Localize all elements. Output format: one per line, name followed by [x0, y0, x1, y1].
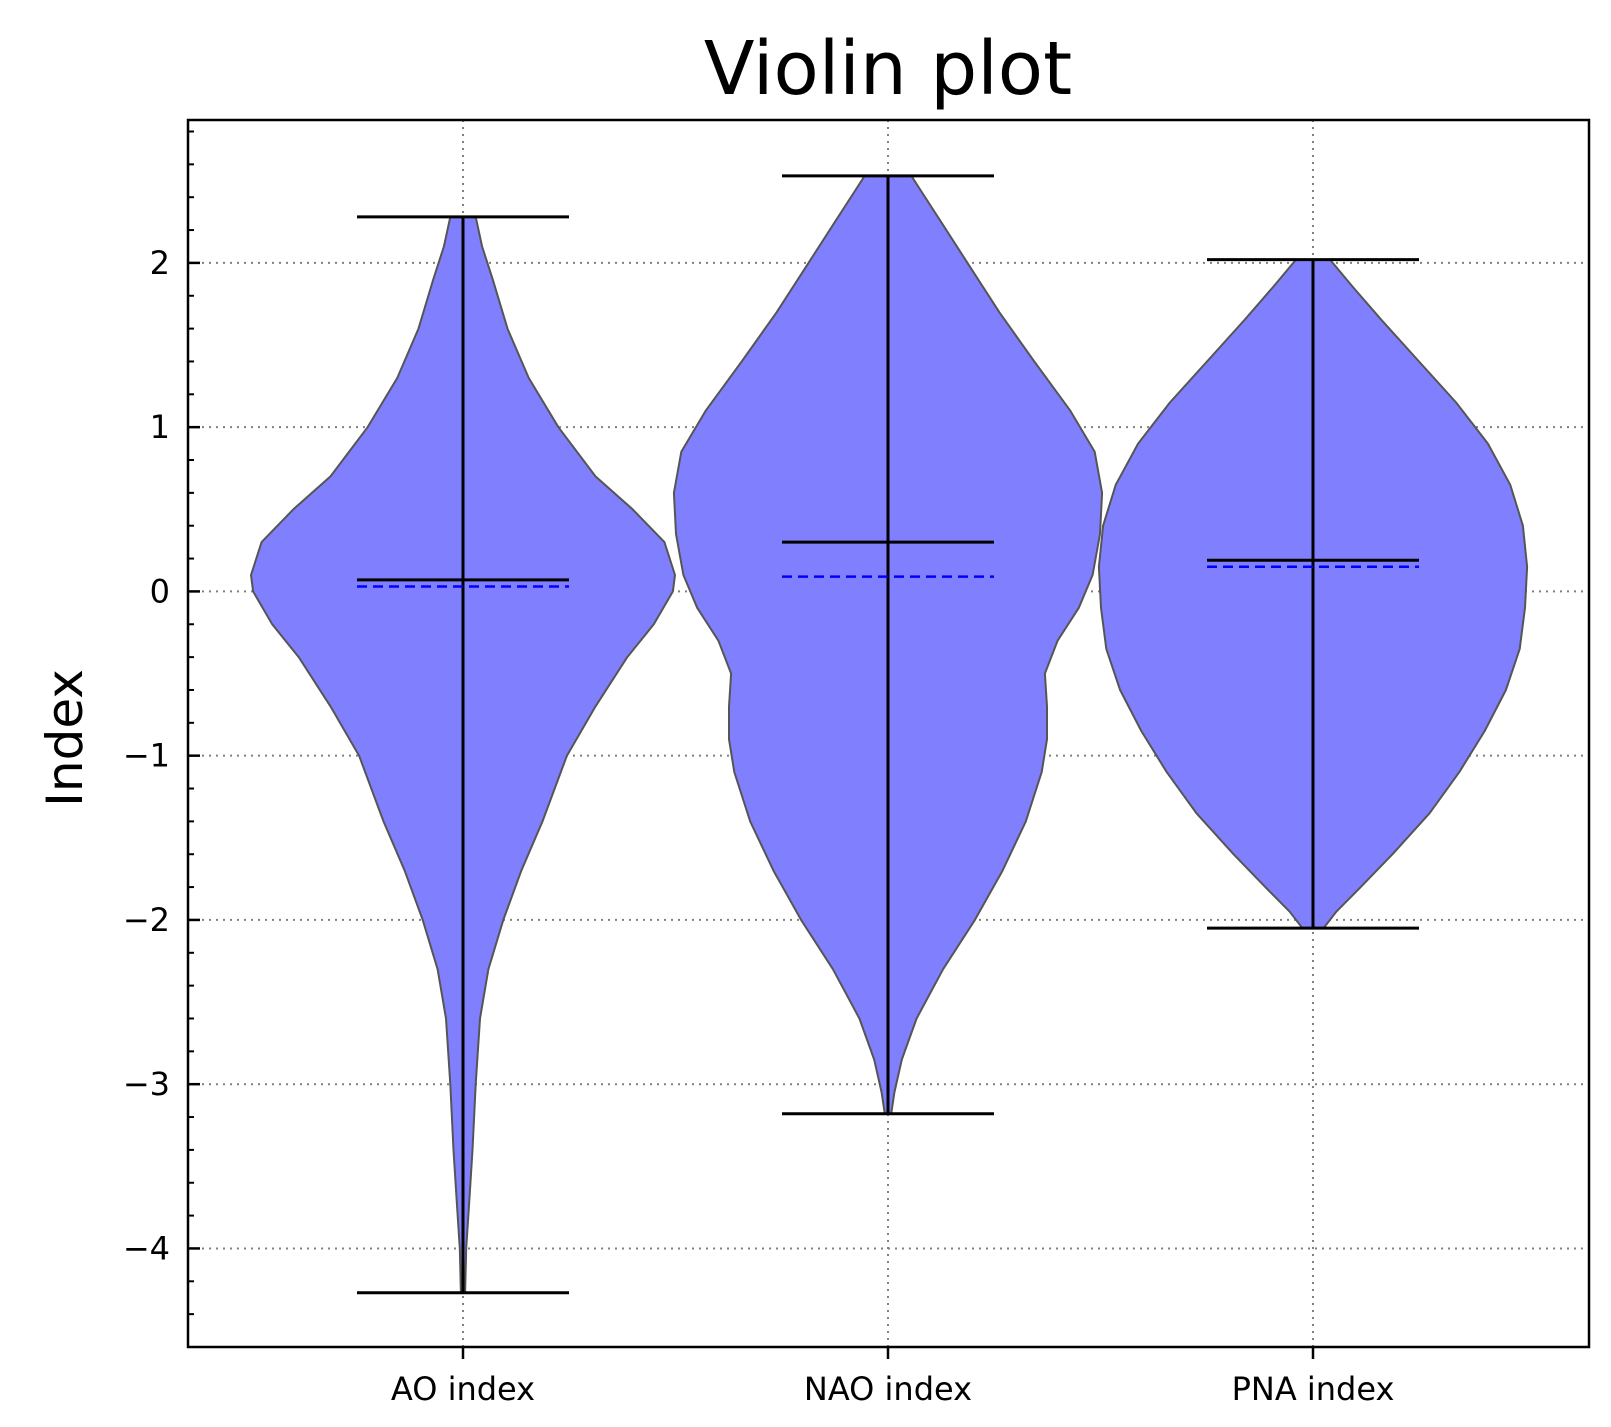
y-tick-label: −4	[123, 1229, 170, 1267]
y-axis-ticks: 2 1 0 −1 −2 −3 −4	[123, 130, 200, 1316]
y-axis-label: Index	[36, 669, 94, 807]
y-tick-label: −1	[123, 737, 170, 775]
y-tick-label: 2	[150, 244, 170, 282]
violin-statistics	[357, 174, 1419, 1295]
y-tick-label: 0	[150, 572, 170, 610]
y-tick-label: 1	[150, 408, 170, 446]
chart-title: Violin plot	[704, 26, 1072, 112]
y-tick-label: −2	[123, 901, 170, 939]
y-tick-label: −3	[123, 1065, 170, 1103]
x-tick-label: AO index	[391, 1370, 535, 1408]
x-axis-ticks: AO index NAO index PNA index	[391, 1347, 1395, 1408]
x-tick-label: NAO index	[804, 1370, 972, 1408]
x-tick-label: PNA index	[1232, 1370, 1395, 1408]
